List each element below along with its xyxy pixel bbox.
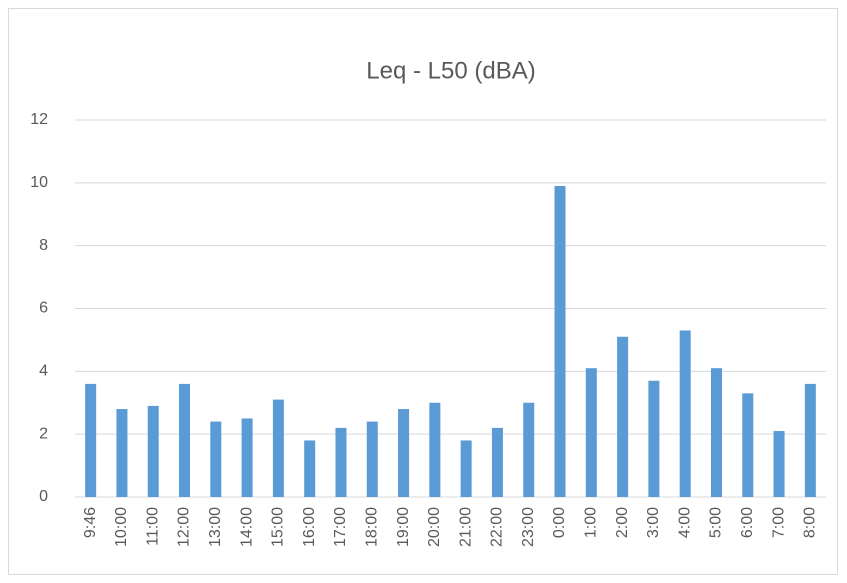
bar <box>85 383 97 497</box>
bar <box>398 409 410 497</box>
y-tick-label: 0 <box>39 488 48 505</box>
x-tick-label: 2:00 <box>614 507 631 538</box>
bar <box>460 440 472 497</box>
x-tick-label: 5:00 <box>708 507 725 538</box>
bar <box>554 185 566 497</box>
x-tick-label: 9:46 <box>82 507 99 538</box>
y-tick-label: 6 <box>39 300 48 317</box>
x-tick-label: 4:00 <box>676 507 693 538</box>
bar <box>304 440 316 497</box>
x-tick-label: 21:00 <box>457 507 474 547</box>
bar <box>617 336 629 497</box>
y-tick-label: 2 <box>39 425 48 442</box>
x-tick-label: 13:00 <box>207 507 224 547</box>
bar <box>210 421 222 497</box>
x-tick-label: 19:00 <box>395 507 412 547</box>
bar <box>179 383 191 497</box>
y-tick-label: 4 <box>39 363 48 380</box>
bar <box>429 402 441 497</box>
x-tick-label: 1:00 <box>583 507 600 538</box>
x-tick-label: 12:00 <box>176 507 193 547</box>
bar <box>710 368 722 497</box>
bar <box>147 405 159 497</box>
bar <box>116 409 128 497</box>
x-tick-label: 8:00 <box>802 507 819 538</box>
y-tick-label: 12 <box>30 111 48 128</box>
y-tick-label: 10 <box>30 174 48 191</box>
bar <box>241 418 253 497</box>
x-tick-label: 17:00 <box>332 507 349 547</box>
bar <box>272 399 284 497</box>
x-tick-label: 7:00 <box>770 507 787 538</box>
bar <box>648 380 660 497</box>
x-tick-label: 3:00 <box>645 507 662 538</box>
x-tick-label: 16:00 <box>301 507 318 547</box>
bar <box>773 431 785 497</box>
x-tick-label: 11:00 <box>144 507 161 546</box>
x-tick-label: 23:00 <box>520 507 537 547</box>
bar <box>523 402 535 497</box>
x-tick-label: 10:00 <box>113 507 130 547</box>
bar <box>366 421 378 497</box>
x-tick-label: 14:00 <box>238 507 255 547</box>
x-tick-label: 6:00 <box>739 507 756 538</box>
x-tick-label: 0:00 <box>551 507 568 538</box>
y-tick-label: 8 <box>39 237 48 254</box>
bar <box>491 427 503 497</box>
x-tick-label: 20:00 <box>426 507 443 547</box>
bar <box>742 393 754 497</box>
chart-border <box>8 8 838 575</box>
x-tick-label: 22:00 <box>489 507 506 547</box>
bar <box>679 330 691 497</box>
bar <box>585 368 597 497</box>
chart-title: Leq - L50 (dBA) <box>366 57 535 84</box>
bar <box>335 427 347 497</box>
bar <box>804 383 816 497</box>
x-tick-label: 15:00 <box>270 507 287 547</box>
x-tick-label: 18:00 <box>363 507 380 547</box>
